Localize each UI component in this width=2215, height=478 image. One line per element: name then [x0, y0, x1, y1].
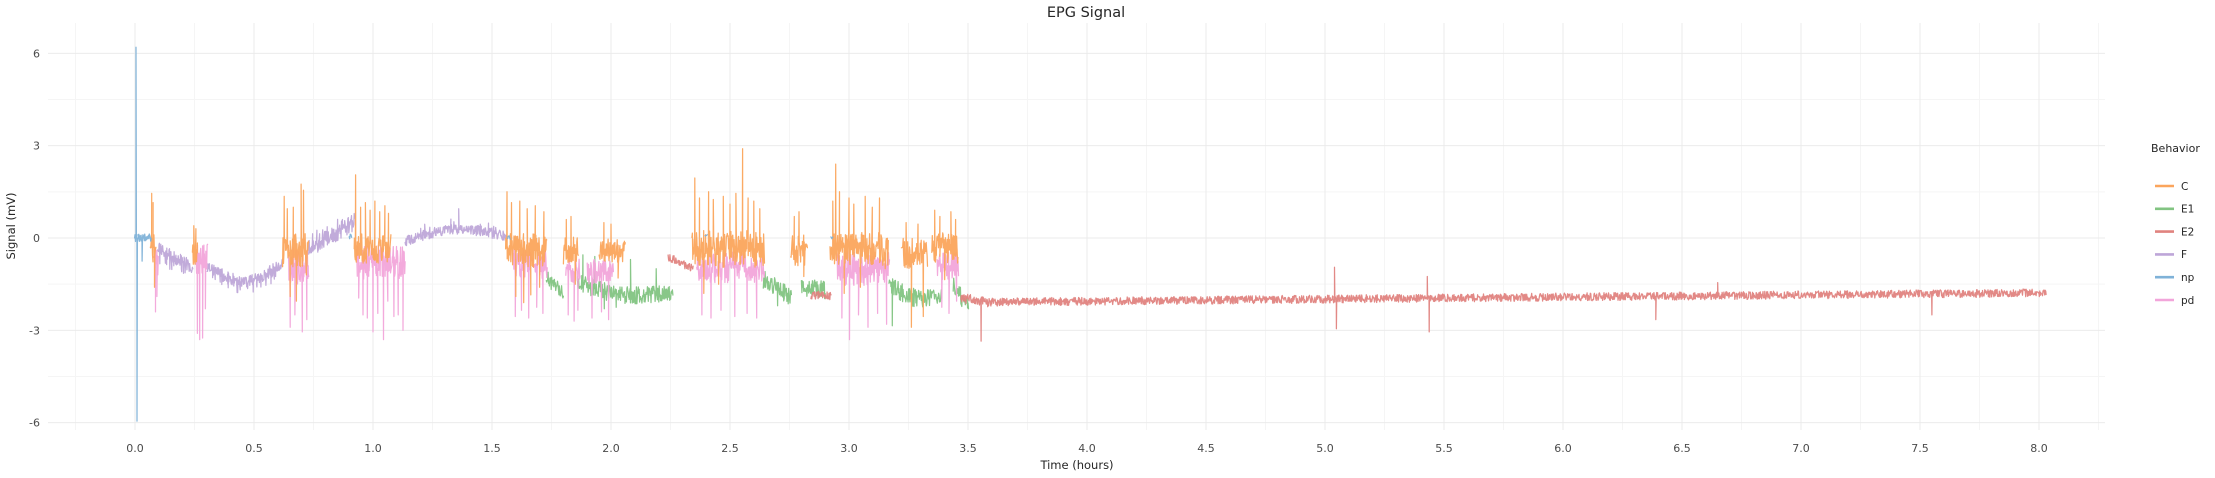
series-lines [133, 46, 2047, 422]
series-C-segment [281, 183, 310, 302]
series-E1-segment [762, 270, 793, 307]
legend-title: Behavior [2151, 142, 2200, 155]
legend-items: C E1 E2 Fnp pd [2155, 181, 2195, 307]
series-C-segment [149, 192, 157, 288]
series-np-segment [507, 235, 511, 240]
series-C-segment [790, 211, 809, 278]
series-E2-segment [960, 293, 993, 342]
series-E1-segment [952, 277, 970, 310]
series-E2 [667, 254, 2047, 342]
y-tick-label: 6 [33, 47, 40, 60]
series-np-segment [704, 233, 708, 237]
series-E2-segment [991, 266, 2047, 333]
series-E1-segment [545, 271, 565, 299]
grid-major-lines [48, 23, 2105, 430]
series-C-segment [191, 225, 199, 265]
series-E1-segment [888, 278, 943, 327]
x-tick-label: 1.0 [364, 442, 382, 455]
series-np-segment [137, 233, 152, 262]
x-tick-label: 0.5 [245, 442, 263, 455]
series-C-segment [598, 221, 626, 279]
legend-label-E2: E2 [2181, 226, 2194, 238]
series-np-segment [348, 233, 353, 240]
x-tick-label: 2.0 [602, 442, 620, 455]
series-F-segment [206, 258, 284, 294]
series-E1-segment [576, 254, 674, 310]
series-C-segment [504, 191, 548, 304]
x-tick-label: 0.0 [126, 442, 144, 455]
x-tick-label: 6.0 [1554, 442, 1572, 455]
series-C-segment [829, 163, 889, 295]
legend-label-C: C [2181, 181, 2188, 193]
series-pd-segment [195, 243, 209, 341]
series-C-segment [900, 221, 929, 328]
legend-label-F: F [2181, 249, 2187, 261]
series-pd-segment [586, 258, 615, 321]
axis-tick-labels: 0.0 0.5 1.0 1.5 2.0 2.5 3.0 3.5 4.0 4.5 5.0 5.5 6.0 6… [29, 47, 2048, 455]
series-C-segment [691, 148, 766, 295]
chart-title: EPG Signal [1047, 5, 1125, 21]
y-tick-label: -6 [29, 417, 40, 430]
series-pd [153, 243, 960, 341]
series-F-segment [156, 242, 194, 274]
x-tick-label: 7.5 [1911, 442, 1929, 455]
series-F-segment [404, 208, 507, 247]
x-tick-label: 3.0 [840, 442, 858, 455]
y-tick-label: 3 [33, 140, 40, 153]
x-tick-label: 4.0 [1078, 442, 1096, 455]
legend-label-E1: E1 [2181, 204, 2194, 216]
series-C-segment [562, 215, 579, 285]
legend-label-pd: pd [2181, 295, 2194, 307]
x-tick-label: 5.0 [1316, 442, 1334, 455]
series-E1-segment [800, 279, 826, 300]
x-tick-label: 3.5 [959, 442, 977, 455]
series-E2-segment [667, 254, 694, 272]
y-tick-label: -3 [29, 324, 40, 337]
series-F-segment [308, 212, 356, 255]
x-axis-label: Time (hours) [1039, 458, 1113, 472]
series-np-segment [830, 236, 834, 240]
grid-minor-lines [48, 23, 2105, 430]
series-E2-segment [810, 290, 832, 301]
x-tick-label: 6.5 [1673, 442, 1691, 455]
x-tick-label: 7.0 [1792, 442, 1810, 455]
x-tick-label: 2.5 [721, 442, 739, 455]
x-tick-label: 4.5 [1197, 442, 1215, 455]
x-tick-label: 8.0 [2030, 442, 2048, 455]
series-pd-segment [936, 251, 960, 315]
y-axis-label: Signal (mV) [4, 192, 18, 259]
series-pd-segment [696, 251, 766, 319]
x-tick-label: 1.5 [483, 442, 501, 455]
x-tick-label: 5.5 [1435, 442, 1453, 455]
series-C-segment [353, 174, 392, 264]
series-np-segment [133, 46, 140, 422]
series-np [133, 46, 834, 422]
series-pd-segment [565, 255, 581, 322]
series-F [156, 208, 507, 294]
legend-label-np: np [2181, 272, 2195, 284]
series-C-segment [931, 209, 959, 281]
legend: Behavior C E1 E2 Fnp pd [2151, 142, 2200, 307]
y-tick-label: 0 [33, 232, 40, 245]
series-C [149, 148, 959, 328]
